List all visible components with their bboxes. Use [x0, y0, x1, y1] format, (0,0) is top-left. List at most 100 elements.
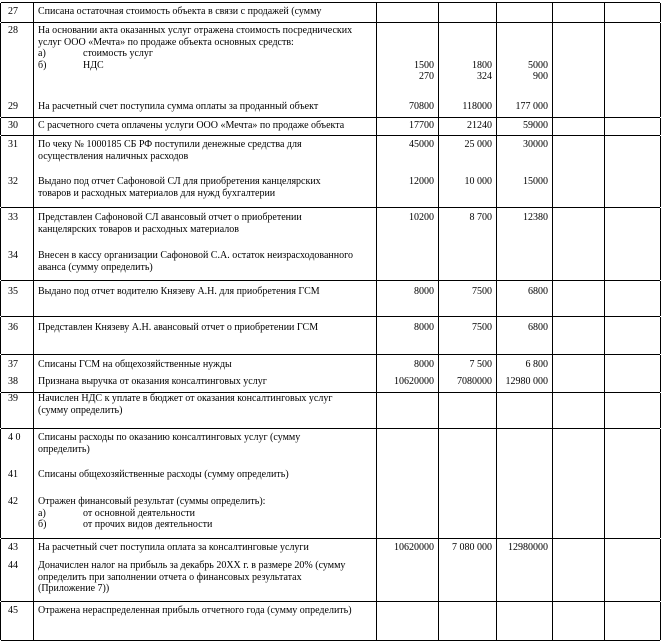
amount-cell-2: 7 080 000 — [438, 542, 492, 554]
column-divider — [376, 317, 377, 354]
column-divider — [552, 317, 553, 354]
column-divider — [660, 429, 661, 538]
amount-value: 7 500 — [469, 359, 493, 370]
list-item-text: НДС — [83, 59, 104, 71]
description-line: Списаны ГСМ на общехозяйственные нужды — [38, 359, 232, 370]
column-divider — [660, 23, 661, 117]
amount-cell-2: 1800 324 — [438, 25, 492, 83]
amount-cell-1: 10200 — [376, 212, 434, 224]
amount-cell-2: 10 000 — [438, 176, 493, 188]
column-divider — [33, 539, 34, 601]
amount-value: 8 700 — [469, 212, 493, 223]
column-divider — [376, 429, 377, 538]
description-line: Представлен Князеву А.Н. авансовый отчет… — [38, 322, 319, 333]
table-row-group — [0, 207, 661, 280]
description-line: Отражен финансовый результат (суммы опре… — [38, 496, 266, 507]
column-divider — [33, 317, 34, 354]
amount-cell-1: 8000 — [376, 359, 434, 371]
column-divider — [0, 539, 1, 601]
column-divider — [438, 393, 439, 428]
description-line: услуг ООО «Мечта» по продаже объекта осн… — [38, 36, 294, 48]
description-line: Отражена нераспределенная прибыль отчетн… — [38, 605, 352, 616]
amount-value: 21240 — [467, 120, 492, 131]
column-divider — [376, 23, 377, 117]
amount-value: 10 000 — [464, 176, 493, 187]
amount-value: 70800 — [409, 101, 434, 112]
amount-value: 12980000 — [508, 542, 548, 553]
description-line: (сумму определить) — [38, 404, 123, 416]
description-line: осуществления наличных расходов — [38, 150, 189, 162]
amount-value: 10620000 — [394, 376, 434, 387]
column-divider — [0, 317, 1, 354]
column-divider — [438, 3, 439, 22]
amount-cell-1: 10620000 — [376, 376, 434, 388]
row-number: 38 — [8, 376, 18, 387]
column-divider — [376, 355, 377, 392]
description-line: товаров и расходных материалов для нужд … — [38, 187, 276, 199]
column-divider — [552, 3, 553, 22]
column-divider — [0, 208, 1, 280]
amount-value: 8000 — [414, 359, 434, 370]
column-divider — [496, 136, 497, 207]
amount-value — [438, 48, 492, 60]
amount-value: 118000 — [462, 101, 492, 112]
list-item-text: от прочих видов деятельности — [83, 519, 213, 530]
column-divider — [33, 136, 34, 207]
table-row-group — [0, 22, 661, 117]
description-line: (Приложение 7)) — [38, 583, 110, 594]
amount-value: 324 — [477, 71, 492, 82]
column-divider — [552, 355, 553, 392]
table-row-group — [0, 601, 661, 641]
table-row-group — [0, 2, 661, 22]
description-line: На расчетный счет поступила оплата за ко… — [38, 542, 309, 553]
column-divider — [33, 429, 34, 538]
row-number: 37 — [8, 359, 18, 370]
column-divider — [604, 208, 605, 280]
column-divider — [0, 429, 1, 538]
row-number: 44 — [8, 560, 18, 571]
amount-cell-2: 8 700 — [438, 212, 493, 224]
amount-cell-2: 25 000 — [438, 139, 493, 151]
amount-cell-1: 45000 — [376, 139, 434, 151]
amount-cell-1: 10620000 — [376, 542, 434, 554]
list-marker: б) — [38, 519, 47, 530]
description-line: На расчетный счет поступила сумма оплаты… — [38, 101, 319, 112]
description-line: Выдано под отчет Сафоновой СЛ для приобр… — [38, 176, 321, 187]
description-line: а) стоимость услуг — [38, 48, 374, 60]
column-divider — [604, 118, 605, 135]
column-divider — [376, 208, 377, 280]
row-number: 28 — [8, 25, 18, 36]
column-divider — [604, 429, 605, 538]
amount-value: 45000 — [409, 139, 434, 150]
amount-value: 1500 — [414, 59, 434, 71]
column-divider — [0, 23, 1, 117]
column-divider — [604, 23, 605, 117]
amount-cell-3: 6800 — [496, 286, 548, 298]
amount-value — [496, 48, 548, 60]
column-divider — [496, 317, 497, 354]
amount-value: 7500 — [472, 322, 492, 333]
column-divider — [496, 602, 497, 640]
row-description: Начислен НДС к уплате в бюджет от оказан… — [38, 393, 374, 416]
table-row-group — [0, 392, 661, 428]
list-marker: а) — [38, 48, 46, 59]
table-row-group — [0, 280, 661, 316]
amount-value: 10620000 — [394, 542, 434, 553]
description-line: Списана остаточная стоимость объекта в с… — [38, 6, 322, 17]
description-line: Представлен Сафоновой СЛ авансовый отчет… — [38, 212, 302, 223]
amount-cell-3: 30000 — [496, 139, 548, 151]
column-divider — [604, 136, 605, 207]
description-line: Выдано под отчет водителю Князеву А.Н. д… — [38, 286, 320, 297]
column-divider — [33, 355, 34, 392]
column-divider — [33, 118, 34, 135]
column-divider — [660, 393, 661, 428]
row-description: Признана выручка от оказания консалтинго… — [38, 376, 374, 388]
description-line: определить при заполнении отчета о финан… — [38, 571, 302, 583]
column-divider — [604, 539, 605, 601]
column-divider — [0, 355, 1, 392]
column-divider — [660, 355, 661, 392]
column-divider — [33, 393, 34, 428]
description-line: Признана выручка от оказания консалтинго… — [38, 376, 267, 387]
amount-cell-1: 17700 — [376, 120, 434, 132]
row-description: Доначислен налог на прибыль за декабрь 2… — [38, 560, 374, 595]
